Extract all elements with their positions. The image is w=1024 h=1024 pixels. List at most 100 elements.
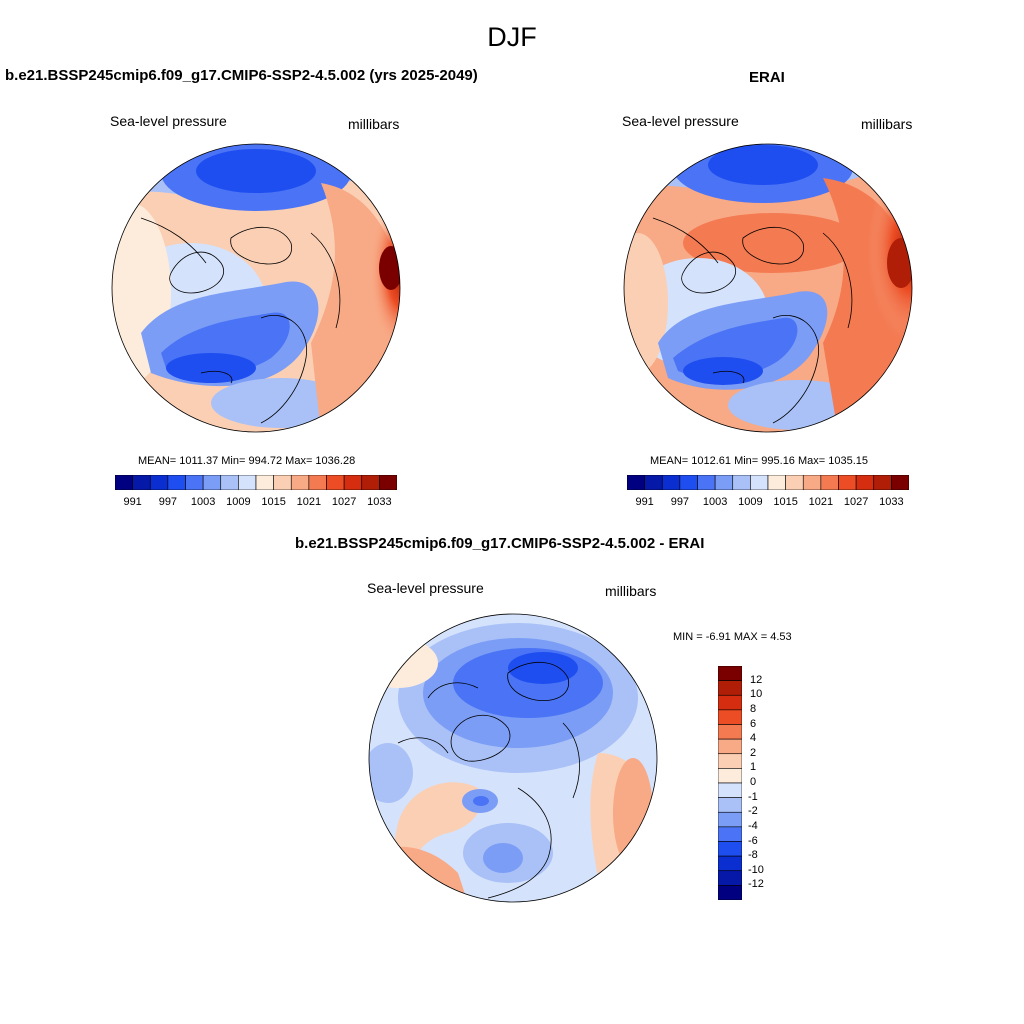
panel1-colorbar-swatch — [115, 475, 133, 490]
panel2-colorbar-swatch — [697, 475, 716, 490]
panel3-colorbar-tick-label: 6 — [750, 717, 757, 730]
panel1-colorbar-swatch — [255, 475, 274, 490]
panel1-colorbar-swatch — [308, 475, 327, 490]
panel2-colorbar — [627, 475, 909, 490]
panel1-colorbar-tick-label: 1015 — [261, 496, 286, 508]
panel2-colorbar-tick-label: 997 — [670, 496, 690, 508]
panel3-left-label: Sea-level pressure — [367, 580, 484, 596]
panel1-left-label: Sea-level pressure — [110, 113, 227, 129]
panel2-polar-map — [623, 143, 913, 433]
panel3-right-label: millibars — [605, 583, 657, 599]
panel2-colorbar-tick-label: 1015 — [773, 496, 798, 508]
panel3-polar-map — [368, 613, 658, 903]
panel2-colorbar-swatch — [644, 475, 663, 490]
panel2-right-label: millibars — [861, 116, 913, 132]
panel2-colorbar-tick-label: 1033 — [879, 496, 904, 508]
panel2-colorbar-labels: 991 997 1003 1009 1015 1021 1027 1033 — [627, 496, 909, 510]
panel1-colorbar-tick-label: 1021 — [296, 496, 322, 508]
panel3-colorbar-tick-label: 8 — [750, 702, 757, 715]
panel2-colorbar-swatch — [661, 475, 681, 490]
panel1-colorbar-swatch — [343, 475, 363, 490]
panel1-colorbar-swatch — [185, 475, 204, 490]
panel1-colorbar-swatch — [238, 475, 257, 490]
panel3-colorbar-swatch — [718, 811, 742, 828]
panel1-colorbar-labels: 991 997 1003 1009 1015 1021 1027 1033 — [115, 496, 397, 510]
panel1-colorbar-swatch — [220, 475, 239, 490]
panel1-polar-map — [111, 143, 401, 433]
panel3-colorbar-tick-label: -12 — [748, 878, 764, 891]
panel2-colorbar-swatch — [873, 475, 892, 490]
panel1-colorbar-swatch — [149, 475, 169, 490]
panel3-colorbar-tick-label: 12 — [750, 673, 763, 686]
panel3-colorbar — [718, 666, 742, 900]
figure-title: DJF — [487, 22, 537, 52]
panel1-colorbar-swatch — [273, 475, 292, 490]
panel1-colorbar-tick-label: 1009 — [226, 496, 251, 508]
panel3-colorbar-swatch — [718, 797, 742, 813]
panel3-colorbar-swatch — [718, 885, 742, 900]
panel1-colorbar-swatch — [361, 475, 380, 490]
panel3-colorbar-swatch — [718, 855, 742, 872]
panel3-stats: MIN = -6.91 MAX = 4.53 — [673, 631, 792, 643]
panel3-colorbar-swatch — [718, 709, 742, 725]
panel1-colorbar-swatch — [290, 475, 310, 490]
panel2-colorbar-tick-label: 991 — [635, 496, 654, 508]
panel2-colorbar-swatch — [802, 475, 822, 490]
panel2-colorbar-swatch — [750, 475, 769, 490]
panel3-colorbar-tick-label: -2 — [748, 805, 758, 818]
panel3-colorbar-tick-label: -6 — [748, 834, 758, 847]
panel2-colorbar-swatch — [891, 475, 909, 490]
panel1-colorbar-swatch — [326, 475, 345, 490]
panel1-colorbar-swatch — [167, 475, 186, 490]
panel1-stats: MEAN= 1011.37 Min= 994.72 Max= 1036.28 — [138, 455, 356, 467]
panel3-colorbar-tick-label: 4 — [750, 732, 757, 745]
panel3-colorbar-tick-label: -10 — [748, 863, 764, 876]
panel2-stats: MEAN= 1012.61 Min= 995.16 Max= 1035.15 — [650, 455, 869, 467]
panel3-colorbar-swatch — [718, 694, 742, 711]
panel3-colorbar-swatch — [718, 724, 742, 740]
panel2-colorbar-tick-label: 1003 — [702, 496, 728, 508]
panel2-colorbar-tick-label: 1027 — [843, 496, 869, 508]
panel2-colorbar-swatch — [627, 475, 645, 490]
panel3-colorbar-swatch — [718, 768, 742, 784]
panel2-colorbar-swatch — [732, 475, 751, 490]
panel3-colorbar-tick-label: 10 — [750, 688, 763, 701]
panel3-colorbar-swatch — [718, 753, 742, 769]
panel3-colorbar-tick-label: -1 — [748, 790, 758, 803]
panel2-colorbar-tick-label: 1009 — [738, 496, 763, 508]
panel3-colorbar-tick-label: 0 — [750, 776, 757, 788]
panel3-colorbar-swatch — [718, 680, 742, 696]
panel2-colorbar-swatch — [714, 475, 734, 490]
panel1-colorbar-tick-label: 997 — [158, 496, 178, 508]
panel3-colorbar-tick-label: -8 — [748, 849, 758, 862]
panel3-colorbar-labels: 12 10 8 6 4 2 1 0 -1 -2 -4 -6 -8 -10 -12 — [748, 666, 788, 900]
panel3-colorbar-tick-label: -4 — [748, 819, 758, 832]
panel2-left-label: Sea-level pressure — [622, 113, 739, 129]
panel3-colorbar-swatch — [718, 870, 742, 886]
panel2-colorbar-swatch — [838, 475, 857, 490]
panel2-colorbar-swatch — [785, 475, 804, 490]
panel2-colorbar-swatch — [767, 475, 786, 490]
panel1-colorbar-swatch — [202, 475, 222, 490]
panel3-colorbar-swatch — [718, 666, 742, 681]
panel3-colorbar-swatch — [718, 782, 742, 798]
panel3-colorbar-swatch — [718, 841, 742, 857]
panel1-colorbar-swatch — [379, 475, 397, 490]
panel3-colorbar-tick-label: 1 — [750, 761, 757, 774]
panel1-colorbar-tick-label: 1027 — [331, 496, 357, 508]
panel2-colorbar-swatch — [855, 475, 875, 490]
panel1-colorbar — [115, 475, 397, 490]
panel3-colorbar-swatch — [718, 826, 742, 842]
panel1-colorbar-tick-label: 991 — [123, 496, 142, 508]
panel1-colorbar-tick-label: 1003 — [190, 496, 216, 508]
panel3-title: b.e21.BSSP245cmip6.f09_g17.CMIP6-SSP2-4.… — [295, 535, 705, 552]
panel1-right-label: millibars — [348, 116, 400, 132]
panel2-colorbar-swatch — [679, 475, 698, 490]
panel2-colorbar-tick-label: 1021 — [808, 496, 834, 508]
panel3-colorbar-swatch — [718, 738, 742, 755]
panel1-colorbar-swatch — [132, 475, 151, 490]
panel2-title: ERAI — [749, 69, 785, 86]
panel2-colorbar-swatch — [820, 475, 839, 490]
panel3-colorbar-tick-label: 2 — [750, 746, 757, 759]
panel1-colorbar-tick-label: 1033 — [367, 496, 392, 508]
